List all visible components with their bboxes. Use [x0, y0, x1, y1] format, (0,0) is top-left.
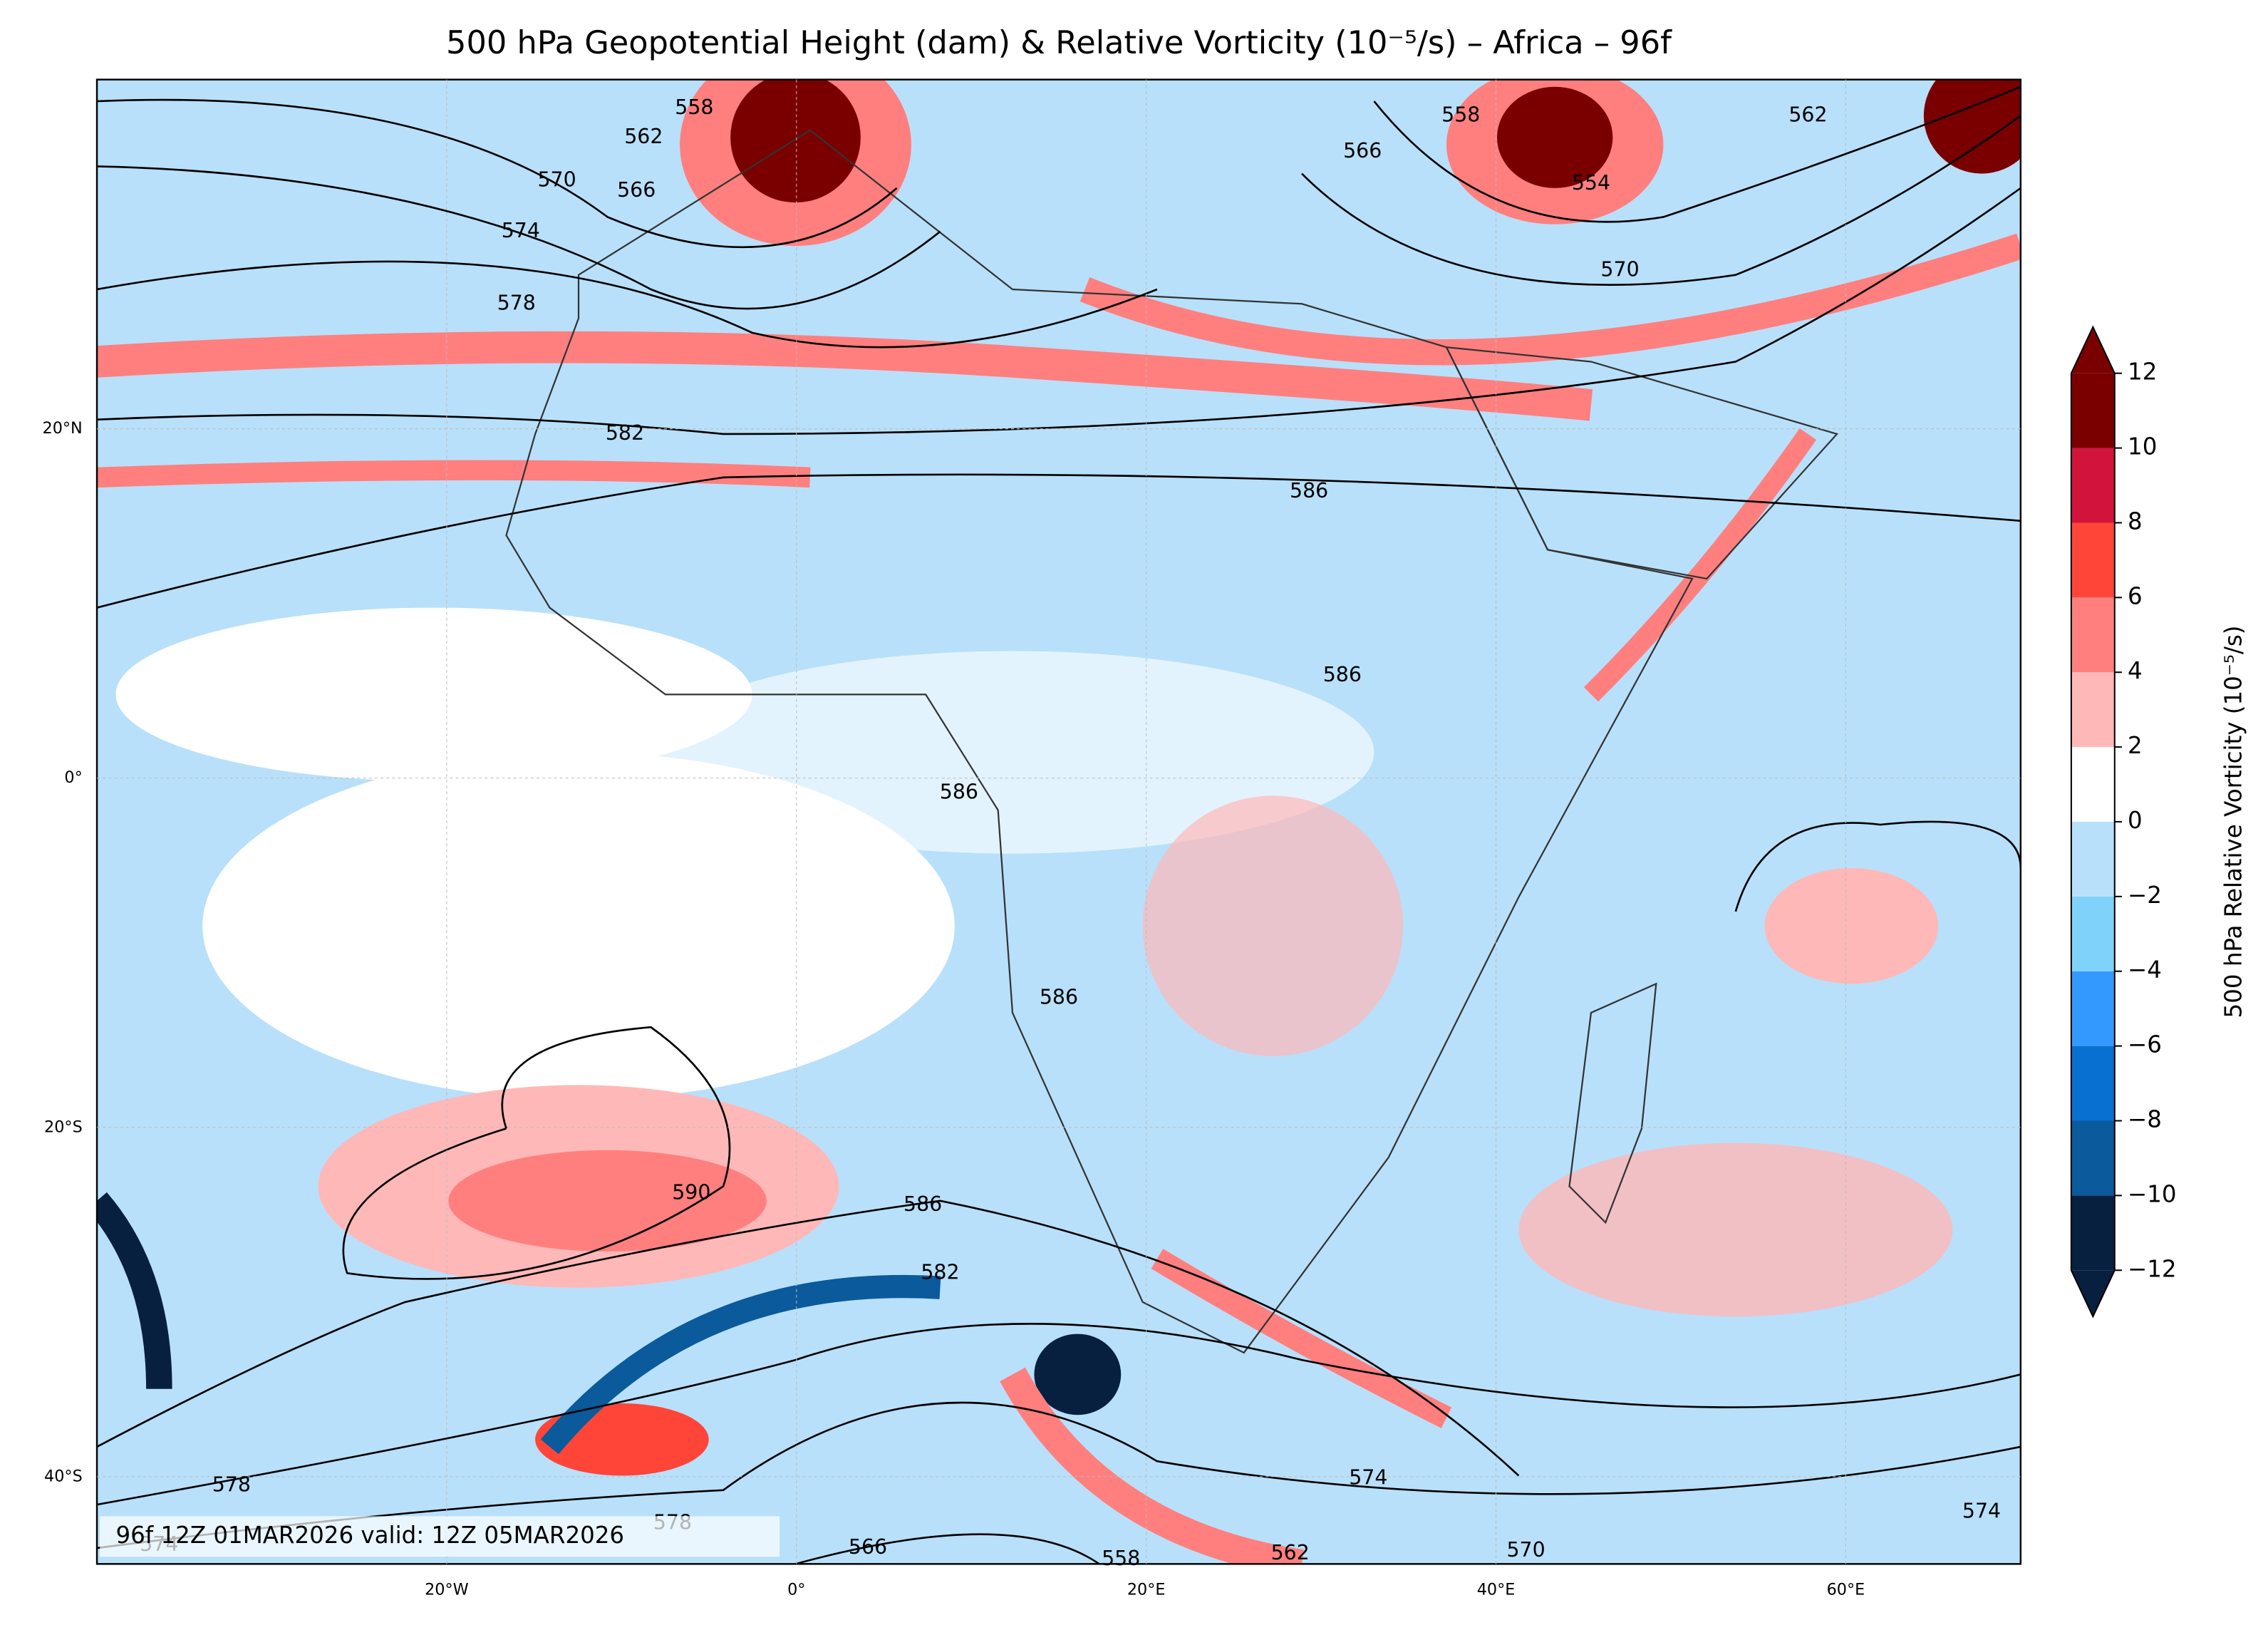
contour-label: 574 — [1962, 1499, 2001, 1522]
colorbar-tick-label: 4 — [2128, 657, 2143, 684]
footer: 96f 12Z 01MAR2026 valid: 12Z 05MAR2026 — [115, 1522, 624, 1549]
colorbar-tick-label: 8 — [2128, 507, 2143, 535]
contour-label: 574 — [502, 219, 540, 242]
x-tick-label: 0° — [787, 1580, 805, 1599]
contour-label: 586 — [1323, 663, 1362, 686]
title: 500 hPa Geopotential Height (dam) & Rela… — [446, 24, 1672, 61]
contour-label: 578 — [212, 1473, 251, 1497]
contour-label: 566 — [617, 178, 656, 202]
x-tick-label: 20°E — [1127, 1580, 1166, 1599]
colorbar-tick-label: −4 — [2128, 956, 2162, 984]
contour-label: 558 — [1102, 1547, 1140, 1570]
colorbar-bin — [2071, 448, 2115, 523]
colorbar-bin — [2071, 1120, 2115, 1196]
footer-box — [100, 1516, 780, 1557]
contour-label: 586 — [1040, 986, 1078, 1009]
contour-label: 562 — [1788, 103, 1827, 126]
colorbar-label: 500 hPa Relative Vorticity (10⁻⁵/s) — [2220, 626, 2247, 1018]
contour-label: 562 — [624, 125, 663, 148]
contour-label: 570 — [537, 168, 576, 192]
colorbar-bin — [2071, 522, 2115, 598]
y-tick-label: 40°S — [44, 1467, 83, 1485]
contour-label: 582 — [921, 1260, 959, 1284]
colorbar-bin — [2071, 971, 2115, 1046]
y-tick-label: 20°N — [43, 419, 83, 438]
colorbar-tick-label: −2 — [2128, 882, 2162, 909]
colorbar-tick-label: 6 — [2128, 582, 2143, 609]
colorbar-tick-label: 12 — [2128, 358, 2157, 386]
y-tick-label: 20°S — [44, 1118, 83, 1136]
x-tick-label: 40°E — [1477, 1580, 1516, 1599]
x-tick-label: 20°W — [425, 1580, 469, 1599]
colorbar-bin — [2071, 373, 2115, 448]
contour-label: 566 — [1343, 139, 1382, 162]
contour-label: 558 — [1441, 103, 1480, 126]
colorbar-tick-label: 0 — [2128, 807, 2143, 834]
contour-label: 586 — [903, 1192, 942, 1216]
colorbar-bin — [2071, 1195, 2115, 1271]
colorbar-bin — [2071, 597, 2115, 673]
colorbar-tick-label: 10 — [2128, 433, 2157, 460]
contour-label: 590 — [672, 1181, 710, 1204]
colorbar-tick-label: 2 — [2128, 732, 2143, 759]
colorbar-bin — [2071, 747, 2115, 822]
contour-label: 570 — [1600, 258, 1639, 282]
contour-label: 558 — [675, 96, 713, 119]
contour-label: 578 — [497, 291, 536, 314]
height-contours — [97, 86, 2021, 1564]
map-frame — [95, 78, 2022, 1565]
map-field — [97, 79, 2021, 1564]
colorbar-tick-label: −8 — [2128, 1106, 2162, 1133]
contour-label: 582 — [606, 421, 644, 445]
y-tick-label: 0° — [64, 768, 82, 787]
colorbar-bin — [2071, 896, 2115, 971]
contour-label: 554 — [1572, 171, 1610, 195]
contour-label: 574 — [1349, 1466, 1387, 1490]
x-tick-label: 60°E — [1827, 1580, 1865, 1599]
colorbar-bin — [2071, 821, 2115, 897]
contour-label: 562 — [1271, 1541, 1310, 1564]
contour-label: 570 — [1506, 1538, 1545, 1562]
coastlines — [505, 129, 1839, 1354]
colorbar-bin — [2071, 672, 2115, 748]
colorbar-tick-label: −10 — [2128, 1180, 2177, 1207]
contour-label: 586 — [940, 780, 978, 803]
colorbar-bin — [2071, 1046, 2115, 1121]
colorbar-tick-label: −12 — [2128, 1255, 2177, 1282]
colorbar-tick-label: −6 — [2128, 1031, 2162, 1058]
contour-label: 586 — [1290, 479, 1328, 502]
contour-label: 566 — [849, 1535, 887, 1559]
colorbar-extend-max — [2071, 326, 2115, 373]
colorbar-extend-min — [2071, 1270, 2115, 1317]
